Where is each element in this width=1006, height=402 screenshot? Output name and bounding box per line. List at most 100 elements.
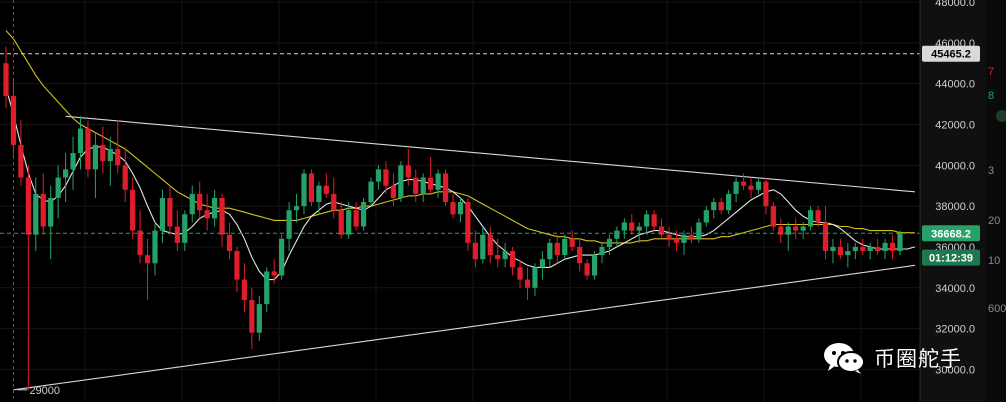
candle-body	[577, 246, 583, 264]
price-badge-text: 45465.2	[931, 49, 971, 61]
candle-body	[316, 185, 322, 203]
candle-body	[778, 226, 784, 235]
candle-body	[92, 144, 98, 170]
candle-body	[33, 193, 39, 235]
candle	[554, 234, 560, 264]
candle-body	[212, 197, 218, 219]
candle-body	[368, 181, 374, 203]
candle-body	[696, 222, 702, 239]
candle	[25, 165, 31, 390]
candle	[614, 226, 620, 247]
candle	[666, 226, 672, 247]
candle-body	[867, 246, 873, 252]
candle-body	[472, 242, 478, 260]
candle-body	[249, 300, 255, 333]
candle	[599, 242, 605, 264]
candle-body	[435, 173, 441, 190]
candle	[279, 234, 285, 280]
trendline-0	[65, 115, 915, 193]
candle	[882, 238, 888, 260]
candle-body	[837, 246, 843, 256]
candle	[800, 222, 806, 239]
candle-body	[338, 210, 344, 235]
candle-body	[882, 242, 888, 252]
side-panel	[986, 0, 1006, 402]
ma-slow-line	[5, 30, 915, 244]
candle-body	[830, 246, 836, 252]
candle	[226, 222, 233, 260]
price-badge: 01:12:39	[922, 249, 980, 266]
candle	[606, 234, 613, 256]
candle-body	[711, 202, 717, 211]
candle-body	[644, 214, 650, 227]
candle-body	[375, 169, 382, 182]
candle	[808, 206, 814, 231]
price-badge-bg	[922, 225, 980, 242]
side-panel-text: 3	[988, 165, 994, 177]
candle	[539, 251, 545, 280]
candle-body	[740, 181, 747, 186]
candle-body	[547, 242, 553, 260]
price-badge: 36668.2	[922, 225, 980, 242]
price-badges: 45465.2 36668.2 01:12:39	[922, 45, 980, 266]
price-badge-text: 36668.2	[931, 228, 971, 240]
y-tick-label: 30000.0	[935, 364, 975, 376]
candle	[472, 230, 478, 268]
candle	[502, 242, 508, 268]
watermark: 币圈舵手	[822, 341, 962, 375]
candle	[845, 242, 851, 268]
candle	[562, 234, 568, 260]
candle	[763, 177, 769, 215]
candle-body	[770, 206, 776, 227]
candle-body	[286, 210, 292, 239]
candle	[718, 197, 724, 215]
candle-body	[763, 181, 769, 207]
candle	[234, 246, 240, 292]
candle-body	[226, 234, 233, 252]
y-tick-label: 48000.0	[935, 0, 975, 9]
candle	[740, 173, 747, 190]
candle	[159, 189, 166, 243]
candle-body	[420, 177, 426, 194]
candle	[70, 136, 76, 190]
candle	[837, 238, 843, 260]
candle	[621, 218, 627, 239]
candle-body	[18, 144, 24, 178]
candle-body	[159, 197, 166, 231]
price-axis-pane[interactable]	[920, 0, 986, 402]
candle-body	[3, 63, 9, 96]
trendline-1	[13, 264, 915, 391]
watermark-text: 币圈舵手	[874, 347, 962, 371]
candle-body	[629, 222, 635, 231]
candle-body	[897, 233, 903, 252]
candle-body	[480, 234, 486, 260]
candle	[510, 246, 516, 276]
candle	[189, 185, 195, 223]
candle	[644, 210, 650, 235]
candle-body	[718, 202, 724, 211]
candle	[480, 226, 486, 264]
candle	[532, 263, 538, 296]
candle	[144, 238, 151, 301]
candle	[353, 202, 359, 231]
y-tick-label: 40000.0	[935, 160, 975, 172]
candle	[897, 230, 903, 256]
candle-body	[554, 242, 560, 256]
candles	[3, 46, 903, 390]
side-panel-text: 20	[988, 215, 1000, 227]
candle	[681, 230, 687, 256]
candle-body	[122, 165, 128, 190]
candle	[711, 197, 717, 219]
candle	[338, 202, 344, 239]
candle	[629, 214, 635, 235]
candle-body	[651, 214, 657, 227]
candle-body	[733, 181, 739, 194]
candle	[398, 161, 404, 203]
trendlines	[13, 115, 915, 391]
candle-body	[100, 144, 106, 162]
candle	[241, 263, 247, 313]
candle-body	[219, 197, 225, 235]
annotations: 29000	[12, 0, 60, 398]
candle	[152, 222, 158, 276]
